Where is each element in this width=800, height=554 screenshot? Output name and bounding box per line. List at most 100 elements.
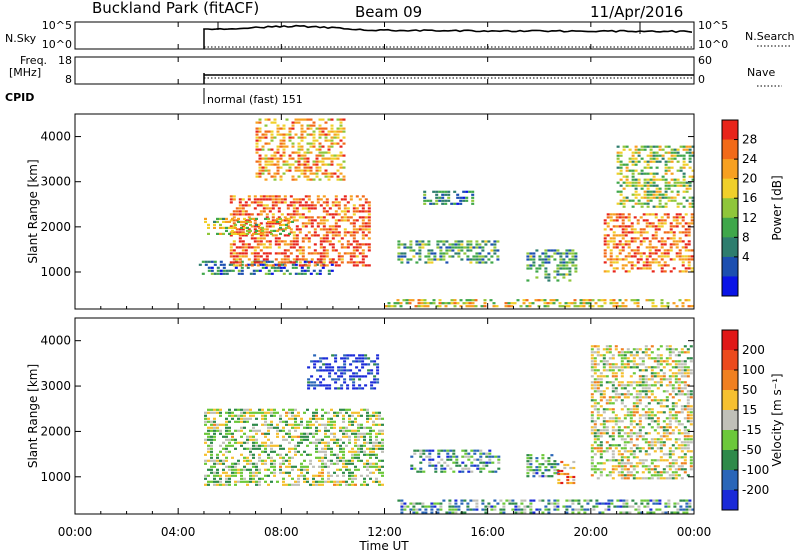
heatmap-cell [358,384,362,387]
heatmap-cell [677,456,681,459]
heatmap-cell [625,145,629,148]
heatmap-cell [488,455,492,458]
heatmap-cell [563,466,567,470]
heatmap-cell [448,255,452,258]
heatmap-cell [267,118,271,121]
heatmap-cell [334,222,338,225]
heatmap-cell [364,264,368,267]
heatmap-cell [645,267,649,270]
heatmap-cell [660,246,664,249]
heatmap-cell [403,255,407,258]
heatmap-cell [448,511,452,514]
heatmap-cell [671,414,675,417]
heatmap-cell [358,261,362,264]
heatmap-cell [342,450,345,453]
heatmap-cell [234,232,237,235]
heatmap-cell [556,508,560,511]
heatmap-cell [247,195,251,198]
heatmap-cell [333,136,337,139]
heatmap-cell [651,302,655,305]
heatmap-cell [442,252,446,255]
heatmap-cell [677,444,681,447]
heatmap-cell [471,193,475,196]
heatmap-cell [342,432,345,435]
heatmap-cell [216,426,219,429]
heatmap-cell [664,181,668,184]
heatmap-cell [652,145,656,148]
heatmap-cell [630,222,634,225]
heatmap-cell [454,508,458,511]
heatmap-cell [590,426,594,429]
heatmap-cell [258,130,262,133]
heatmap-cell [279,232,282,235]
heatmap-cell [662,420,666,423]
heatmap-cell [333,154,337,157]
heatmap-cell [324,169,328,172]
heatmap-cell [665,396,669,399]
heatmap-cell [231,438,234,441]
heatmap-cell [327,148,331,151]
heatmap-cell [673,181,677,184]
heatmap-cell [428,452,432,455]
heatmap-cell [229,246,233,249]
heatmap-cell [579,302,583,305]
heatmap-cell [642,213,646,216]
heatmap-cell [330,172,334,175]
heatmap-cell [650,414,654,417]
heatmap-cell [632,468,636,471]
heatmap-cell [342,154,346,157]
heatmap-cell [681,261,685,264]
heatmap-cell [544,505,548,508]
heatmap-cell [313,366,317,369]
heatmap-cell [597,299,601,302]
heatmap-cell [560,481,564,485]
heatmap-cell [249,272,253,275]
heatmap-cell [297,477,300,480]
heatmap-cell [643,193,647,196]
heatmap-cell [307,240,311,243]
heatmap-cell [568,267,572,270]
heatmap-cell [646,172,650,175]
heatmap-cell [229,195,233,198]
heatmap-cell [271,264,275,267]
heatmap-cell [213,420,216,423]
heatmap-cell [633,240,637,243]
heatmap-cell [682,145,686,148]
heatmap-cell [358,204,362,207]
heatmap-cell [264,272,268,275]
heatmap-cell [590,393,594,396]
heatmap-cell [603,261,607,264]
heatmap-cell [279,420,282,423]
heatmap-cell [253,222,257,225]
heatmap-cell [620,435,624,438]
heatmap-cell [255,441,258,444]
heatmap-cell [253,201,257,204]
heatmap-cell [643,181,647,184]
heatmap-cell [541,475,545,478]
heatmap-cell [249,435,252,438]
heatmap-cell [660,270,664,273]
heatmap-cell [601,502,605,505]
heatmap-cell [418,508,422,511]
heatmap-cell [625,199,629,202]
heatmap-cell [361,207,365,210]
heatmap-cell [204,220,207,223]
heatmap-cell [318,450,321,453]
heatmap-cell [315,456,318,459]
heatmap-cell [641,462,645,465]
heatmap-cell [235,258,239,261]
heatmap-cell [352,261,356,264]
heatmap-cell [414,305,418,308]
heatmap-cell [253,195,257,198]
heatmap-cell [562,252,566,255]
heatmap-cell [484,508,488,511]
heatmap-cell [282,459,285,462]
heatmap-cell [321,127,325,130]
heatmap-cell [440,458,444,461]
heatmap-cell [683,459,687,462]
heatmap-cell [638,447,642,450]
heatmap-cell [647,447,651,450]
heatmap-cell [372,465,375,468]
heatmap-cell [520,511,524,514]
heatmap-cell [689,441,693,444]
